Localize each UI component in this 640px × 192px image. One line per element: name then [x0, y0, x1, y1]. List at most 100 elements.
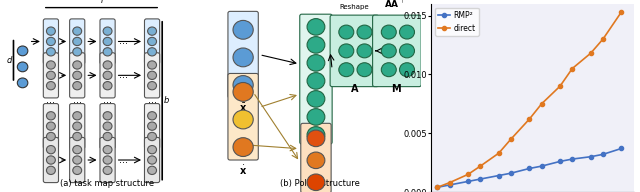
Circle shape: [103, 37, 112, 46]
Circle shape: [47, 82, 56, 90]
RMP²: [433, 186, 441, 189]
direct: [464, 173, 472, 175]
Circle shape: [73, 48, 82, 56]
FancyBboxPatch shape: [300, 14, 332, 144]
Circle shape: [103, 122, 112, 130]
direct: [599, 38, 607, 40]
direct: [433, 186, 441, 189]
Legend: RMP², direct: RMP², direct: [435, 8, 479, 36]
FancyBboxPatch shape: [44, 103, 58, 149]
Circle shape: [148, 48, 157, 56]
FancyBboxPatch shape: [70, 19, 84, 64]
Circle shape: [148, 146, 157, 154]
Circle shape: [47, 27, 56, 35]
Circle shape: [307, 37, 325, 53]
Text: ...: ...: [119, 36, 128, 46]
Circle shape: [307, 55, 325, 71]
Text: ...: ...: [148, 95, 157, 105]
Circle shape: [399, 63, 415, 77]
Circle shape: [381, 25, 396, 39]
Circle shape: [73, 82, 82, 90]
Circle shape: [73, 112, 82, 120]
Circle shape: [233, 48, 253, 67]
FancyBboxPatch shape: [228, 11, 259, 98]
Circle shape: [103, 166, 112, 175]
Circle shape: [73, 37, 82, 46]
RMP²: [507, 172, 515, 174]
RMP²: [538, 165, 545, 167]
FancyBboxPatch shape: [145, 137, 159, 183]
direct: [587, 52, 595, 54]
Text: $\mathbf{A}$: $\mathbf{A}$: [349, 82, 359, 94]
Circle shape: [399, 44, 415, 58]
Circle shape: [47, 71, 56, 79]
Text: $\dot{\mathbf{x}}$: $\dot{\mathbf{x}}$: [239, 164, 247, 177]
Circle shape: [47, 132, 56, 141]
FancyBboxPatch shape: [44, 53, 58, 98]
Circle shape: [17, 78, 28, 88]
Line: direct: direct: [435, 10, 623, 189]
RMP²: [599, 153, 607, 156]
Circle shape: [339, 25, 354, 39]
Text: $\bar{\mathbf{x}}$: $\bar{\mathbf{x}}$: [239, 102, 247, 114]
FancyBboxPatch shape: [100, 53, 115, 98]
Circle shape: [307, 73, 325, 89]
Text: (b) Policy structure: (b) Policy structure: [280, 179, 360, 188]
FancyBboxPatch shape: [70, 103, 84, 149]
Text: b: b: [164, 96, 169, 105]
Text: $\mathbf{M}$: $\mathbf{M}$: [392, 82, 403, 94]
Circle shape: [47, 37, 56, 46]
Circle shape: [103, 156, 112, 164]
Line: RMP²: RMP²: [435, 146, 623, 189]
Text: d: d: [7, 56, 12, 65]
Circle shape: [47, 112, 56, 120]
Circle shape: [73, 146, 82, 154]
Circle shape: [148, 61, 157, 69]
RMP²: [464, 180, 472, 183]
Text: (a) task map structure: (a) task map structure: [61, 179, 155, 188]
Text: l: l: [100, 0, 102, 5]
Circle shape: [47, 166, 56, 175]
direct: [618, 11, 625, 13]
Circle shape: [17, 62, 28, 72]
FancyBboxPatch shape: [44, 19, 58, 64]
Text: ...: ...: [73, 95, 82, 105]
Text: ...: ...: [103, 95, 112, 105]
Text: ...: ...: [47, 95, 56, 105]
direct: [477, 165, 484, 167]
Circle shape: [148, 132, 157, 141]
Circle shape: [307, 174, 325, 190]
Circle shape: [307, 130, 325, 147]
FancyBboxPatch shape: [100, 137, 115, 183]
Circle shape: [148, 37, 157, 46]
Circle shape: [148, 71, 157, 79]
Circle shape: [307, 152, 325, 169]
FancyBboxPatch shape: [330, 15, 379, 87]
RMP²: [525, 167, 533, 170]
RMP²: [477, 178, 484, 180]
Circle shape: [399, 25, 415, 39]
Circle shape: [381, 63, 396, 77]
Circle shape: [73, 122, 82, 130]
FancyBboxPatch shape: [228, 74, 259, 160]
Circle shape: [307, 109, 325, 125]
Circle shape: [103, 82, 112, 90]
RMP²: [495, 174, 502, 177]
direct: [538, 103, 545, 105]
Circle shape: [357, 63, 372, 77]
Circle shape: [103, 132, 112, 141]
direct: [525, 118, 533, 120]
direct: [495, 152, 502, 154]
FancyBboxPatch shape: [372, 15, 421, 87]
direct: [507, 138, 515, 140]
FancyBboxPatch shape: [44, 137, 58, 183]
Circle shape: [103, 146, 112, 154]
Circle shape: [381, 44, 396, 58]
FancyBboxPatch shape: [70, 53, 84, 98]
Circle shape: [73, 27, 82, 35]
FancyBboxPatch shape: [145, 103, 159, 149]
Circle shape: [103, 27, 112, 35]
Circle shape: [103, 61, 112, 69]
RMP²: [568, 158, 576, 160]
Circle shape: [73, 132, 82, 141]
